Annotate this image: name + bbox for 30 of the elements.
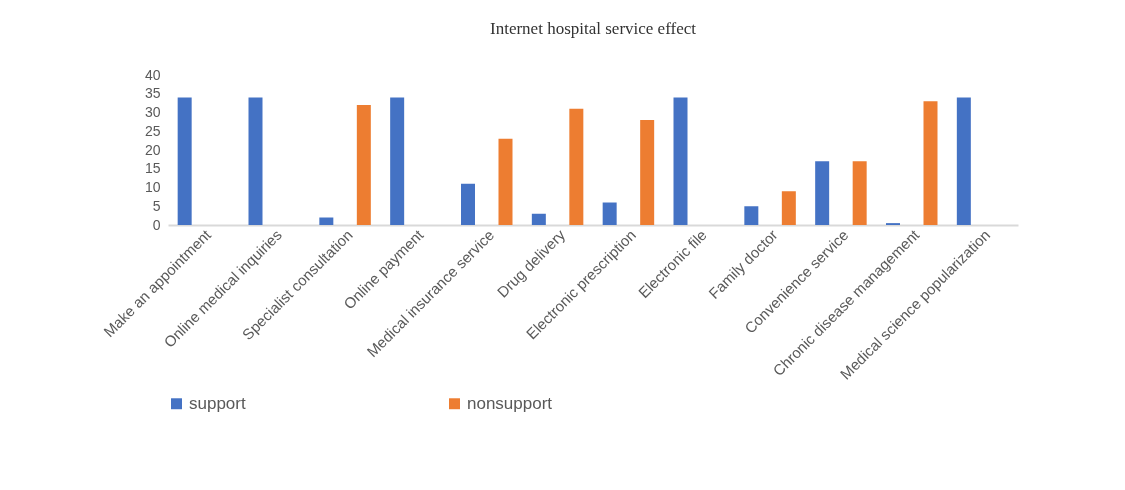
y-tick-label: 30 (144, 104, 161, 120)
bar (461, 183, 475, 225)
bar (956, 97, 971, 225)
bar (744, 206, 759, 225)
bar (923, 101, 938, 225)
bar (319, 217, 334, 225)
legend-label: nonsupport (467, 393, 553, 413)
y-tick-label: 35 (144, 85, 161, 102)
bar (498, 138, 513, 225)
bar (852, 161, 867, 225)
bar (569, 108, 584, 225)
y-tick-label: 15 (144, 160, 161, 177)
legend-label: support (189, 393, 246, 413)
y-tick-label: 10 (144, 179, 161, 195)
bar (673, 97, 688, 225)
bar (177, 97, 192, 225)
bar (356, 105, 371, 225)
chart-title: Internet hospital service effect (490, 19, 697, 38)
bar (390, 97, 405, 225)
bar (248, 97, 263, 225)
bar (602, 202, 617, 225)
y-tick-label: 20 (144, 141, 161, 158)
bar (815, 161, 830, 225)
bar (640, 120, 655, 225)
y-tick-label: 5 (152, 197, 161, 214)
y-tick-label: 0 (152, 216, 161, 233)
y-tick-label: 40 (144, 66, 161, 83)
bar (781, 191, 796, 225)
y-tick-label: 25 (144, 122, 161, 139)
bar (531, 213, 546, 225)
